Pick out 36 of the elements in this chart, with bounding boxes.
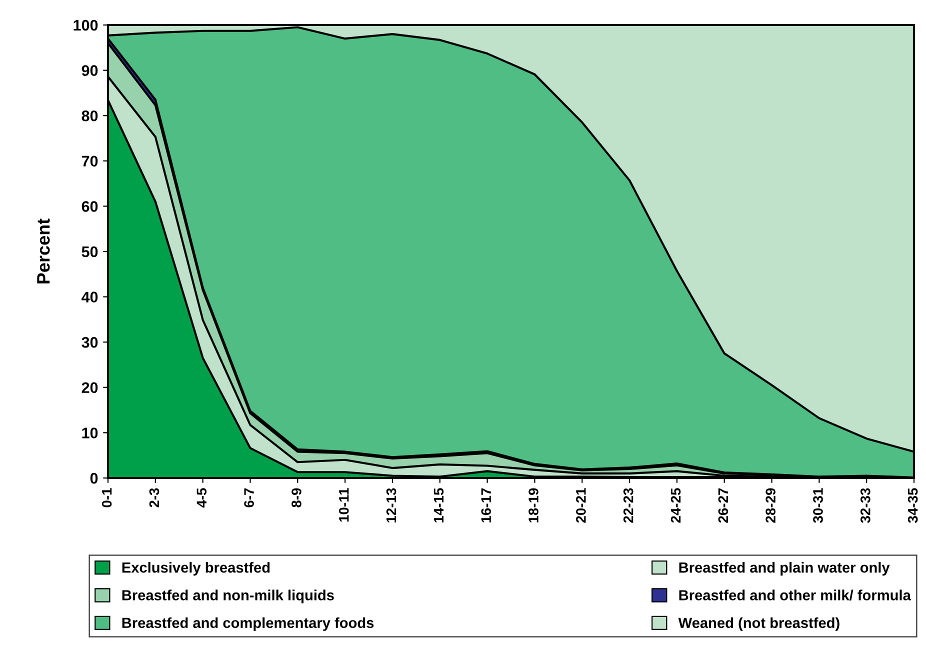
x-tick-label: 8-9 bbox=[292, 488, 302, 508]
x-tick-label: 26-27 bbox=[718, 488, 728, 523]
x-tick-label: 10-11 bbox=[338, 488, 349, 522]
legend-label: Breastfed and other milk/ formula bbox=[679, 590, 911, 601]
x-tick-label: 28-29 bbox=[766, 488, 776, 523]
y-axis-title: Percent bbox=[37, 218, 50, 284]
y-tick-label: 40 bbox=[82, 292, 98, 302]
y-tick-label: 30 bbox=[82, 336, 98, 348]
x-tick-label: 24-25 bbox=[670, 488, 681, 523]
y-tick-label: 0 bbox=[90, 472, 98, 484]
y-tick-label: 80 bbox=[82, 110, 98, 122]
legend-label: Weaned (not breastfed) bbox=[678, 617, 840, 631]
x-tick-label: 30-31 bbox=[813, 488, 823, 523]
x-tick-label: 2-3 bbox=[149, 488, 160, 508]
x-tick-label: 34-35 bbox=[908, 488, 918, 523]
x-tick-label: 32-33 bbox=[860, 488, 870, 523]
legend-label: Exclusively breastfed bbox=[122, 562, 270, 576]
x-tick-label: 0-1 bbox=[102, 488, 112, 508]
legend-label: Breastfed and complementary foods bbox=[122, 617, 374, 631]
y-tick-label: 100 bbox=[74, 20, 98, 31]
x-tick-label: 20-21 bbox=[576, 488, 586, 523]
x-tick-label: 12-13 bbox=[386, 488, 396, 522]
y-tick-label: 10 bbox=[82, 428, 98, 438]
x-tick-label: 14-15 bbox=[434, 488, 444, 522]
y-tick-label: 70 bbox=[82, 156, 98, 167]
x-tick-label: 22-23 bbox=[623, 488, 634, 523]
x-tick-label: 16-17 bbox=[481, 488, 492, 522]
legend-label: Breastfed and non-milk liquids bbox=[122, 590, 334, 604]
y-tick-label: 60 bbox=[82, 201, 98, 212]
y-tick-label: 20 bbox=[82, 382, 98, 394]
y-tick-label: 90 bbox=[82, 65, 98, 76]
x-tick-label: 6-7 bbox=[244, 488, 254, 508]
legend-label: Breastfed and plain water only bbox=[679, 562, 890, 576]
y-tick-label: 50 bbox=[82, 246, 98, 258]
x-tick-label: 4-5 bbox=[196, 488, 207, 508]
x-tick-label: 18-19 bbox=[528, 488, 538, 522]
